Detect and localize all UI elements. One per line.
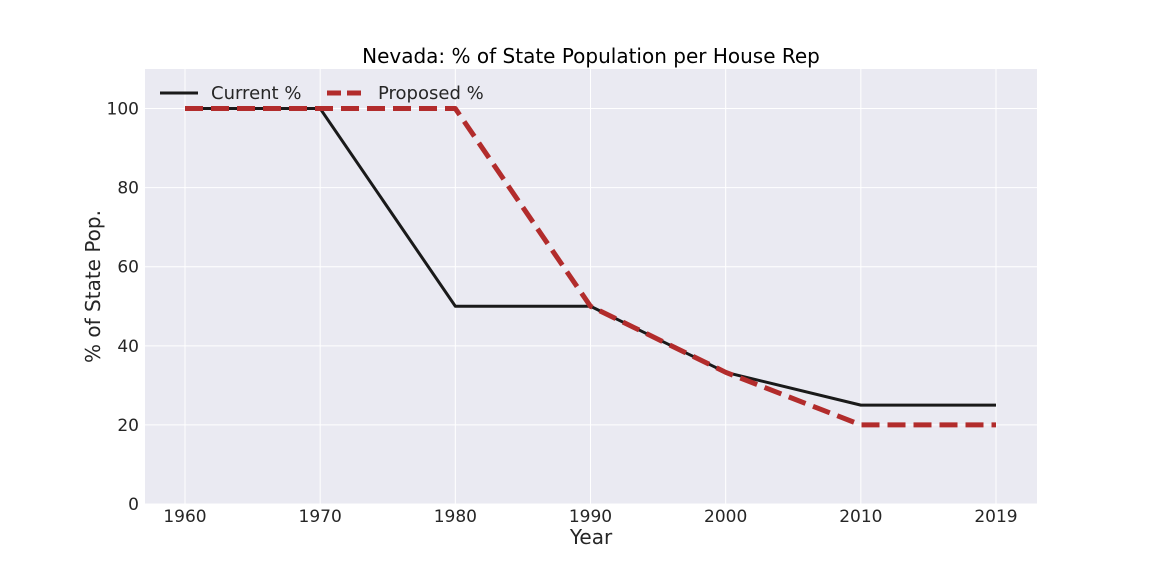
y-axis-label: % of State Pop. (81, 210, 105, 363)
x-tick-label: 1970 (299, 507, 342, 527)
x-tick-label: 1990 (569, 507, 612, 527)
x-axis-label: Year (569, 525, 613, 549)
y-tick-label: 80 (117, 179, 139, 199)
grid-lines (145, 69, 1037, 505)
y-tick-labels: 0 20 40 60 80 100 (107, 100, 139, 515)
y-tick-label: 100 (107, 100, 139, 120)
y-tick-label: 40 (117, 337, 139, 357)
legend-label-1: Proposed % (378, 83, 484, 104)
x-tick-label: 2010 (839, 507, 882, 527)
x-tick-label: 2000 (704, 507, 747, 527)
y-tick-label: 60 (117, 258, 139, 278)
x-tick-label: 1980 (434, 507, 477, 527)
y-tick-label: 0 (128, 495, 139, 515)
x-tick-label: 1960 (163, 507, 206, 527)
series-group (185, 106, 996, 428)
legend-label-0: Current % (211, 83, 301, 104)
chart-title: Nevada: % of State Population per House … (362, 44, 820, 68)
x-tick-labels: 1960 1970 1980 1990 2000 2010 2019 (163, 507, 1017, 527)
y-tick-label: 20 (117, 416, 139, 436)
x-tick-label: 2019 (974, 507, 1017, 527)
legend: Current % Proposed % (160, 83, 484, 104)
series-line-1 (185, 106, 996, 428)
